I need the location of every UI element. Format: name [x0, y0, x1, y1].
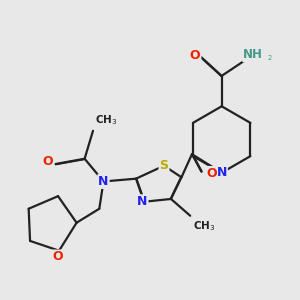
Text: S: S — [160, 159, 169, 172]
Text: O: O — [43, 155, 53, 168]
Text: N: N — [137, 195, 148, 208]
Text: N: N — [217, 166, 227, 179]
Text: $_2$: $_2$ — [267, 53, 273, 63]
Text: O: O — [206, 167, 217, 180]
Text: N: N — [98, 175, 109, 188]
Text: CH$_3$: CH$_3$ — [95, 113, 117, 127]
Text: NH: NH — [243, 48, 263, 62]
Text: O: O — [190, 49, 200, 62]
Text: CH$_3$: CH$_3$ — [193, 219, 215, 233]
Text: O: O — [52, 250, 63, 263]
